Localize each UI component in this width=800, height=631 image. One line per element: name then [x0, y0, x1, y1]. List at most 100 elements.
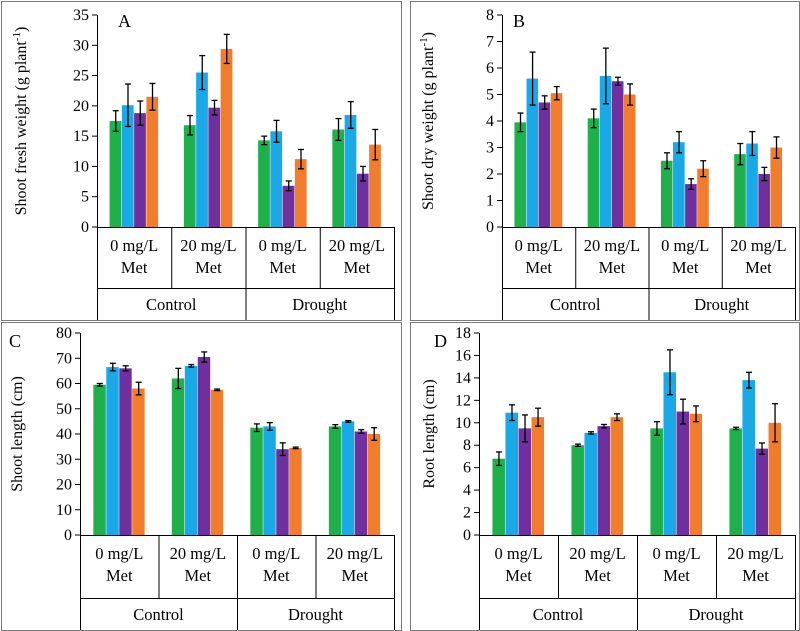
bar	[673, 142, 685, 227]
y-tick-label: 14	[455, 370, 471, 387]
y-axis-label: Root length (cm)	[421, 379, 438, 488]
bar	[341, 421, 355, 535]
category-label: 0 mg/L	[652, 544, 700, 563]
group-label: Drought	[689, 605, 744, 624]
y-tick-label: 4	[463, 482, 471, 499]
y-tick-label: 10	[73, 158, 89, 175]
bar	[584, 432, 597, 535]
panel-B: B 0 1 2 3 4 5 6 7 8 Shoot dry weight (g plant-1) 0 …	[410, 1, 800, 321]
panel-C: C 0 10 20 30 40 50 60 70 80 Shoot length (cm) 0 mg/…	[1, 322, 402, 631]
group-label: Control	[133, 605, 184, 624]
y-tick-label: 8	[486, 7, 494, 24]
bar	[210, 389, 224, 535]
y-tick-label: 7	[486, 34, 494, 51]
bar	[610, 417, 624, 535]
bar	[263, 426, 276, 535]
bar	[106, 367, 119, 535]
category-label: Met	[584, 566, 611, 585]
category-label: 0 mg/L	[515, 236, 563, 255]
y-tick-label: 15	[73, 128, 89, 145]
panel-frame	[1, 1, 402, 321]
y-tick-label: 25	[73, 68, 89, 85]
category-label: Met	[341, 566, 368, 585]
y-tick-label: 6	[463, 460, 471, 477]
bar	[697, 168, 709, 227]
bar	[742, 380, 755, 535]
y-tick-label: 50	[56, 401, 72, 418]
y-axis-label: Shoot length (cm)	[9, 376, 26, 492]
y-tick-label: 2	[486, 166, 494, 183]
category-label: Met	[663, 566, 690, 585]
y-tick-label: 20	[73, 98, 89, 115]
bar	[289, 447, 302, 535]
bar	[514, 122, 527, 227]
y-tick-label: 4	[486, 113, 494, 130]
category-label: Met	[263, 566, 290, 585]
category-label: 20 mg/L	[180, 236, 236, 255]
category-label: Met	[672, 258, 699, 277]
category-label: Met	[525, 258, 552, 277]
bar	[758, 174, 770, 227]
bar	[183, 125, 196, 227]
category-label: Met	[505, 566, 532, 585]
category-label: 0 mg/L	[661, 236, 709, 255]
y-tick-label: 30	[73, 37, 89, 54]
y-tick-label: 30	[56, 451, 72, 468]
bar	[258, 140, 270, 227]
panel-label: A	[118, 11, 131, 31]
bar	[729, 428, 742, 535]
category-label: 20 mg/L	[170, 544, 226, 563]
group-label: Drought	[694, 295, 749, 314]
y-tick-label: 16	[455, 347, 471, 364]
y-axis-label: Shoot fresh weight (g plant-1)	[11, 27, 30, 216]
bar	[571, 445, 584, 535]
group-label: Control	[533, 605, 584, 624]
bar	[685, 184, 697, 227]
bar	[538, 102, 551, 227]
y-axis-label: Shoot dry weight (g plant-1)	[418, 32, 437, 210]
category-label: 20 mg/L	[584, 236, 640, 255]
bar	[354, 431, 368, 535]
bar	[768, 422, 782, 535]
bar	[282, 185, 295, 227]
bar	[208, 107, 221, 227]
category-label: Met	[344, 258, 371, 277]
group-label: Control	[550, 295, 601, 314]
bar	[132, 388, 145, 535]
y-tick-label: 6	[486, 60, 494, 77]
y-tick-label: 60	[56, 376, 72, 393]
bar	[599, 75, 612, 227]
category-label: 20 mg/L	[329, 236, 385, 255]
y-tick-label: 8	[463, 437, 471, 454]
y-tick-label: 5	[486, 87, 494, 104]
bar	[650, 428, 663, 535]
category-label: 0 mg/L	[494, 544, 542, 563]
y-tick-label: 0	[463, 527, 471, 544]
y-tick-label: 1	[486, 193, 494, 210]
bar	[294, 159, 307, 227]
bar	[184, 365, 198, 535]
bar	[611, 81, 624, 227]
bar	[531, 417, 545, 535]
category-label: Met	[184, 566, 211, 585]
y-tick-label: 0	[64, 527, 72, 544]
bar	[505, 412, 518, 535]
bar	[597, 426, 611, 535]
category-label: Met	[121, 258, 148, 277]
category-label: 20 mg/L	[730, 236, 786, 255]
bar	[492, 458, 505, 535]
y-tick-label: 40	[56, 426, 72, 443]
y-tick-label: 35	[73, 7, 89, 24]
category-label: Met	[742, 566, 769, 585]
bar	[121, 105, 134, 227]
group-label: Drought	[292, 295, 347, 314]
category-label: Met	[195, 258, 222, 277]
bar	[197, 356, 211, 535]
category-label: 20 mg/L	[727, 544, 783, 563]
y-tick-label: 18	[455, 325, 471, 342]
bar	[134, 113, 146, 227]
bar	[220, 48, 233, 227]
category-label: 0 mg/L	[110, 236, 158, 255]
bar	[746, 143, 758, 227]
